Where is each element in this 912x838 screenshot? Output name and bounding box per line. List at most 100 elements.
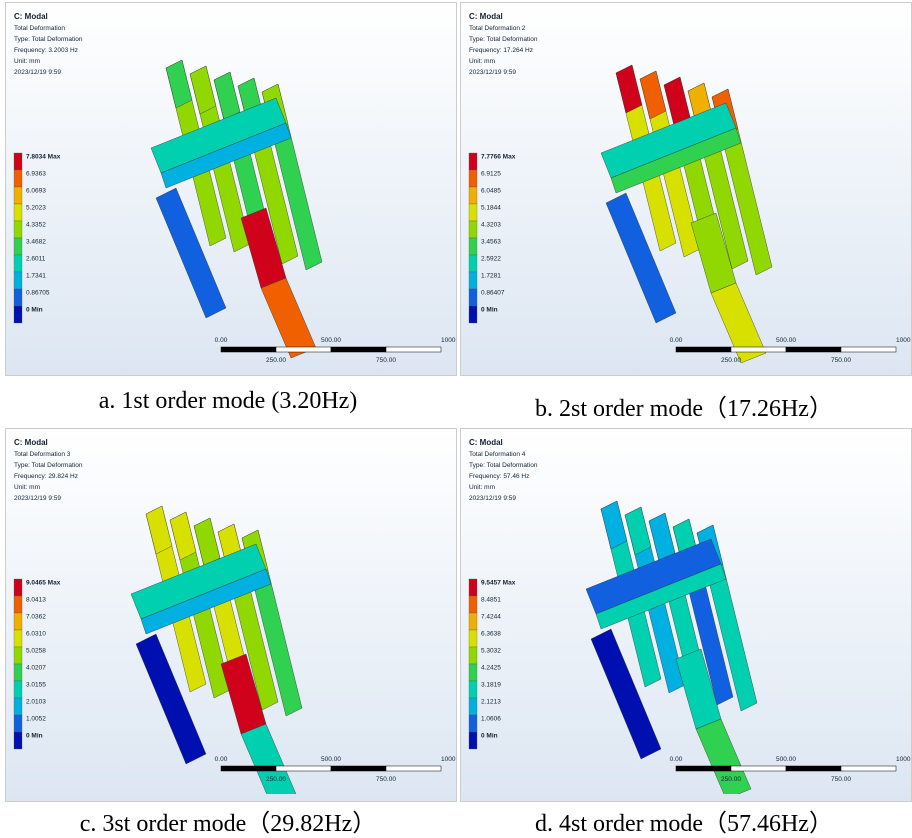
legend-label: 5.3032	[481, 648, 501, 655]
header-text: Frequency: 3.2003 Hz	[14, 47, 78, 54]
legend-swatch	[14, 681, 22, 698]
legend-swatch	[469, 715, 477, 732]
header-text: 2023/12/19 9:59	[14, 69, 61, 76]
legend-label: 7.4244	[481, 614, 501, 621]
legend-swatch	[469, 221, 477, 238]
legend-swatch	[469, 681, 477, 698]
legend-label: 1.7341	[26, 273, 46, 280]
legend-swatch	[14, 255, 22, 272]
scale-segment	[731, 347, 786, 352]
legend-swatch	[469, 187, 477, 204]
model-finger-tip	[166, 60, 192, 108]
scale-segment	[786, 347, 841, 352]
legend-swatch	[14, 289, 22, 306]
legend-swatch	[14, 187, 22, 204]
legend-swatch	[469, 647, 477, 664]
scale-segment	[386, 766, 441, 771]
legend-label: 9.5457 Max	[481, 580, 516, 587]
model-finger-tip	[625, 507, 651, 555]
legend-swatch	[14, 715, 22, 732]
legend-label: 0 Min	[481, 307, 498, 314]
header-text: Unit: mm	[14, 484, 40, 491]
legend-swatch	[14, 664, 22, 681]
legend-label: 8.0413	[26, 597, 46, 604]
scale-label: 1000.00 (mm)	[441, 337, 456, 344]
scale-segment	[786, 766, 841, 771]
legend-label: 7.8034 Max	[26, 154, 61, 161]
header-text: C: Modal	[14, 438, 48, 447]
legend-swatch	[14, 153, 22, 170]
caption: a. 1st order mode (3.20Hz)	[0, 388, 456, 415]
header-text: 2023/12/19 9:59	[469, 69, 516, 76]
scale-label: 500.00	[321, 756, 341, 763]
legend-swatch	[14, 306, 22, 323]
legend-swatch	[469, 613, 477, 630]
scale-label: 1000.00 (mm)	[896, 756, 911, 763]
legend-label: 2.1213	[481, 699, 501, 706]
header-text: 2023/12/19 9:59	[14, 495, 61, 502]
model-finger-tip	[640, 71, 666, 119]
scale-label: 0.00	[670, 756, 683, 763]
header-text: 2023/12/19 9:59	[469, 495, 516, 502]
legend-label: 0 Min	[26, 733, 43, 740]
header-text: Frequency: 57.46 Hz	[469, 473, 529, 480]
scale-label: 1000.00 (mm)	[441, 756, 456, 763]
legend-swatch	[14, 170, 22, 187]
model-finger-tip	[146, 506, 172, 554]
legend-label: 1.0606	[481, 716, 501, 723]
legend-swatch	[469, 204, 477, 221]
scale-label: 1000.00 (mm)	[896, 337, 911, 344]
legend-swatch	[14, 272, 22, 289]
header-text: Frequency: 17.264 Hz	[469, 47, 533, 54]
legend-swatch	[14, 647, 22, 664]
scale-segment	[386, 347, 441, 352]
header-text: Total Deformation 2	[469, 25, 526, 32]
legend-swatch	[14, 238, 22, 255]
caption: c. 3st order mode（29.82Hz）	[0, 803, 456, 838]
legend-label: 8.4851	[481, 597, 501, 604]
panel-b: C: ModalTotal Deformation 2Type: Total D…	[460, 2, 912, 376]
legend-swatch	[469, 698, 477, 715]
legend-label: 0 Min	[481, 733, 498, 740]
scale-label: 250.00	[266, 357, 286, 364]
legend-label: 2.5922	[481, 256, 501, 263]
legend-label: 2.0103	[26, 699, 46, 706]
scale-label: 750.00	[376, 357, 396, 364]
legend-label: 7.0362	[26, 614, 46, 621]
scale-segment	[841, 347, 896, 352]
legend-label: 0.86705	[26, 290, 50, 297]
legend-label: 5.0258	[26, 648, 46, 655]
legend-swatch	[469, 272, 477, 289]
model-finger-tip	[616, 65, 642, 113]
legend-swatch	[14, 732, 22, 749]
caption: b. 2st order mode（17.26Hz）	[456, 388, 912, 423]
legend-label: 5.1844	[481, 205, 501, 212]
model-finger-tip	[214, 72, 240, 120]
model-finger-tip	[664, 77, 690, 125]
scale-label: 500.00	[321, 337, 341, 344]
scale-label: 250.00	[721, 776, 741, 783]
legend-label: 4.2425	[481, 665, 501, 672]
legend-swatch	[14, 579, 22, 596]
legend-label: 6.0310	[26, 631, 46, 638]
scale-label: 0.00	[215, 756, 228, 763]
scale-segment	[221, 766, 276, 771]
legend-label: 1.7281	[481, 273, 501, 280]
legend-swatch	[14, 613, 22, 630]
legend-label: 3.4563	[481, 239, 501, 246]
model-tail	[241, 724, 296, 794]
header-text: Unit: mm	[469, 58, 495, 65]
panel-d: C: ModalTotal Deformation 4Type: Total D…	[460, 428, 912, 802]
scale-segment	[841, 766, 896, 771]
legend-label: 3.4682	[26, 239, 46, 246]
header-text: Type: Total Deformation	[14, 462, 83, 469]
legend-label: 5.2023	[26, 205, 46, 212]
legend-label: 3.0155	[26, 682, 46, 689]
legend-swatch	[469, 153, 477, 170]
legend-swatch	[469, 664, 477, 681]
model-tail	[261, 278, 316, 358]
legend-swatch	[469, 732, 477, 749]
